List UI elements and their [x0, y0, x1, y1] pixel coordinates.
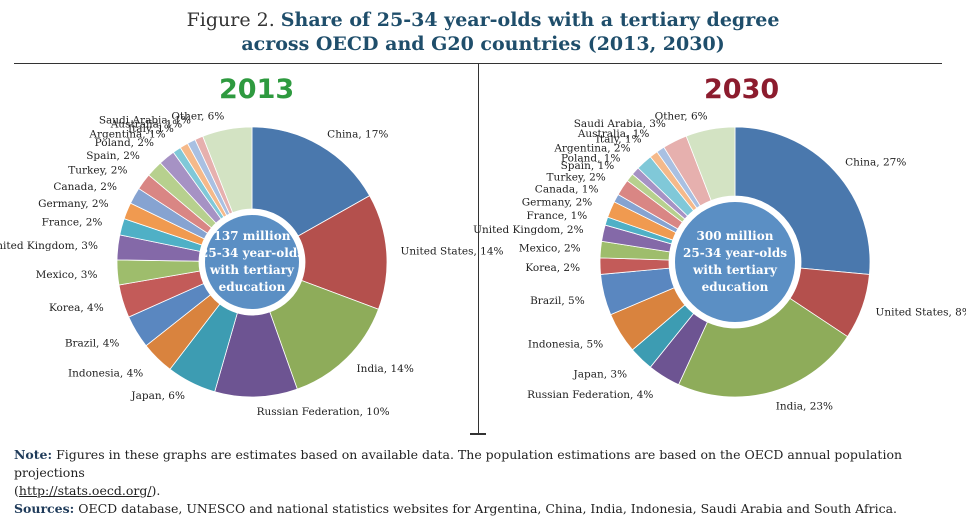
slice-label-russian-federation: Russian Federation, 10%	[257, 406, 390, 418]
slice-label-germany: Germany, 2%	[522, 197, 592, 209]
slice-label-united-kingdom: United Kingdom, 2%	[473, 224, 584, 236]
center-label-line: 25-34 year-olds	[683, 246, 787, 260]
sources-text: OECD database, UNESCO and national stati…	[78, 501, 897, 516]
slice-label-china: China, 17%	[327, 128, 388, 140]
slice-label-japan: Japan, 3%	[573, 368, 628, 380]
slice-label-united-states: United States, 14%	[401, 245, 504, 257]
figure-number: Figure 2.	[186, 9, 275, 31]
slice-label-russian-federation: Russian Federation, 4%	[527, 389, 653, 401]
chart-title-2013: 2013	[219, 74, 295, 105]
slice-label-canada: Canada, 1%	[535, 184, 599, 196]
slice-label-canada: Canada, 2%	[53, 181, 117, 193]
note-label: Note:	[14, 447, 53, 462]
note-line: Note: Figures in these graphs are estima…	[14, 446, 954, 482]
slice-label-korea: Korea, 2%	[525, 262, 580, 274]
slice-label-mexico: Mexico, 2%	[519, 243, 581, 255]
center-disc	[205, 215, 299, 309]
slice-label-turkey: Turkey, 2%	[68, 165, 127, 177]
slice-label-argentina: Argentina, 1%	[88, 128, 165, 140]
slice-label-united-states: United States, 8%	[876, 307, 966, 319]
slice-label-indonesia: Indonesia, 4%	[68, 367, 143, 379]
center-label-line: with tertiary	[692, 263, 778, 277]
slice-label-china: China, 27%	[845, 157, 906, 169]
slice-label-argentina: Argentina, 2%	[553, 142, 630, 154]
center-label-line: 300 million	[697, 229, 774, 243]
slice-label-other: Other, 6%	[655, 111, 708, 123]
note-link-line: (http://stats.oecd.org/).	[14, 482, 954, 500]
center-label-line: with tertiary	[209, 263, 295, 277]
slice-label-france: France, 1%	[527, 210, 588, 222]
slice-label-india: India, 23%	[776, 400, 833, 412]
slice-label-japan: Japan, 6%	[130, 390, 185, 402]
figure-title: Figure 2. Share of 25-34 year-olds with …	[0, 8, 966, 56]
sources-line: Sources: OECD database, UNESCO and natio…	[14, 500, 954, 518]
figure-title-line1: Share of 25-34 year-olds with a tertiary…	[280, 9, 780, 31]
divider-tick	[470, 433, 486, 435]
slice-label-spain: Spain, 1%	[561, 160, 615, 172]
figure-title-line2: across OECD and G20 countries (2013, 203…	[241, 33, 725, 55]
slice-label-mexico: Mexico, 3%	[36, 269, 98, 281]
slice-label-indonesia: Indonesia, 5%	[528, 339, 603, 351]
note-text: Figures in these graphs are estimates ba…	[14, 447, 903, 480]
link-suffix: ).	[151, 483, 161, 498]
center-label-line: 25-34 year-olds	[200, 246, 304, 260]
slice-label-germany: Germany, 2%	[38, 198, 108, 210]
slice-label-other: Other, 6%	[171, 111, 224, 123]
slice-label-brazil: Brazil, 4%	[65, 337, 120, 349]
slice-label-united-kingdom: United Kingdom, 3%	[0, 240, 98, 252]
slice-label-saudi-arabia: Saudi Arabia, 3%	[574, 118, 666, 130]
donut-2013: China, 17% United States, 14% India, 14% Ru…	[0, 111, 504, 418]
slice-label-poland: Poland, 1%	[561, 153, 620, 165]
slice-label-france: France, 2%	[42, 216, 103, 228]
slice-label-turkey: Turkey, 2%	[547, 171, 606, 183]
slice-label-brazil: Brazil, 5%	[530, 295, 585, 307]
center-divider	[478, 63, 479, 434]
slice-label-india: India, 14%	[357, 363, 414, 375]
donut-charts: China, 17% United States, 14% India, 14% Ru…	[0, 111, 966, 418]
sources-label: Sources:	[14, 501, 75, 516]
stats-oecd-link[interactable]: http://stats.oecd.org/	[18, 483, 152, 498]
center-label-line: education	[702, 280, 769, 294]
slice-label-saudi-arabia: Saudi Arabia, 1%	[99, 115, 191, 127]
slice-label-australia: Australia, 1%	[110, 119, 183, 131]
center-label-line: education	[219, 280, 286, 294]
donut-2030: China, 27% United States, 8% India, 23% Rus…	[473, 111, 966, 413]
slice-label-italy: Italy, 1%	[596, 133, 642, 145]
center-disc	[675, 202, 795, 322]
slice-label-poland: Poland, 2%	[95, 137, 154, 149]
slice-label-australia: Australia, 1%	[577, 128, 650, 140]
center-label-line: 137 million	[214, 229, 291, 243]
chart-title-2030: 2030	[704, 74, 780, 105]
slice-label-spain: Spain, 2%	[86, 150, 140, 162]
slice-label-korea: Korea, 4%	[49, 302, 104, 314]
footnotes: Note: Figures in these graphs are estima…	[14, 446, 954, 518]
slice-label-italy: Italy, 1%	[128, 123, 174, 135]
link-prefix: (	[14, 483, 19, 498]
